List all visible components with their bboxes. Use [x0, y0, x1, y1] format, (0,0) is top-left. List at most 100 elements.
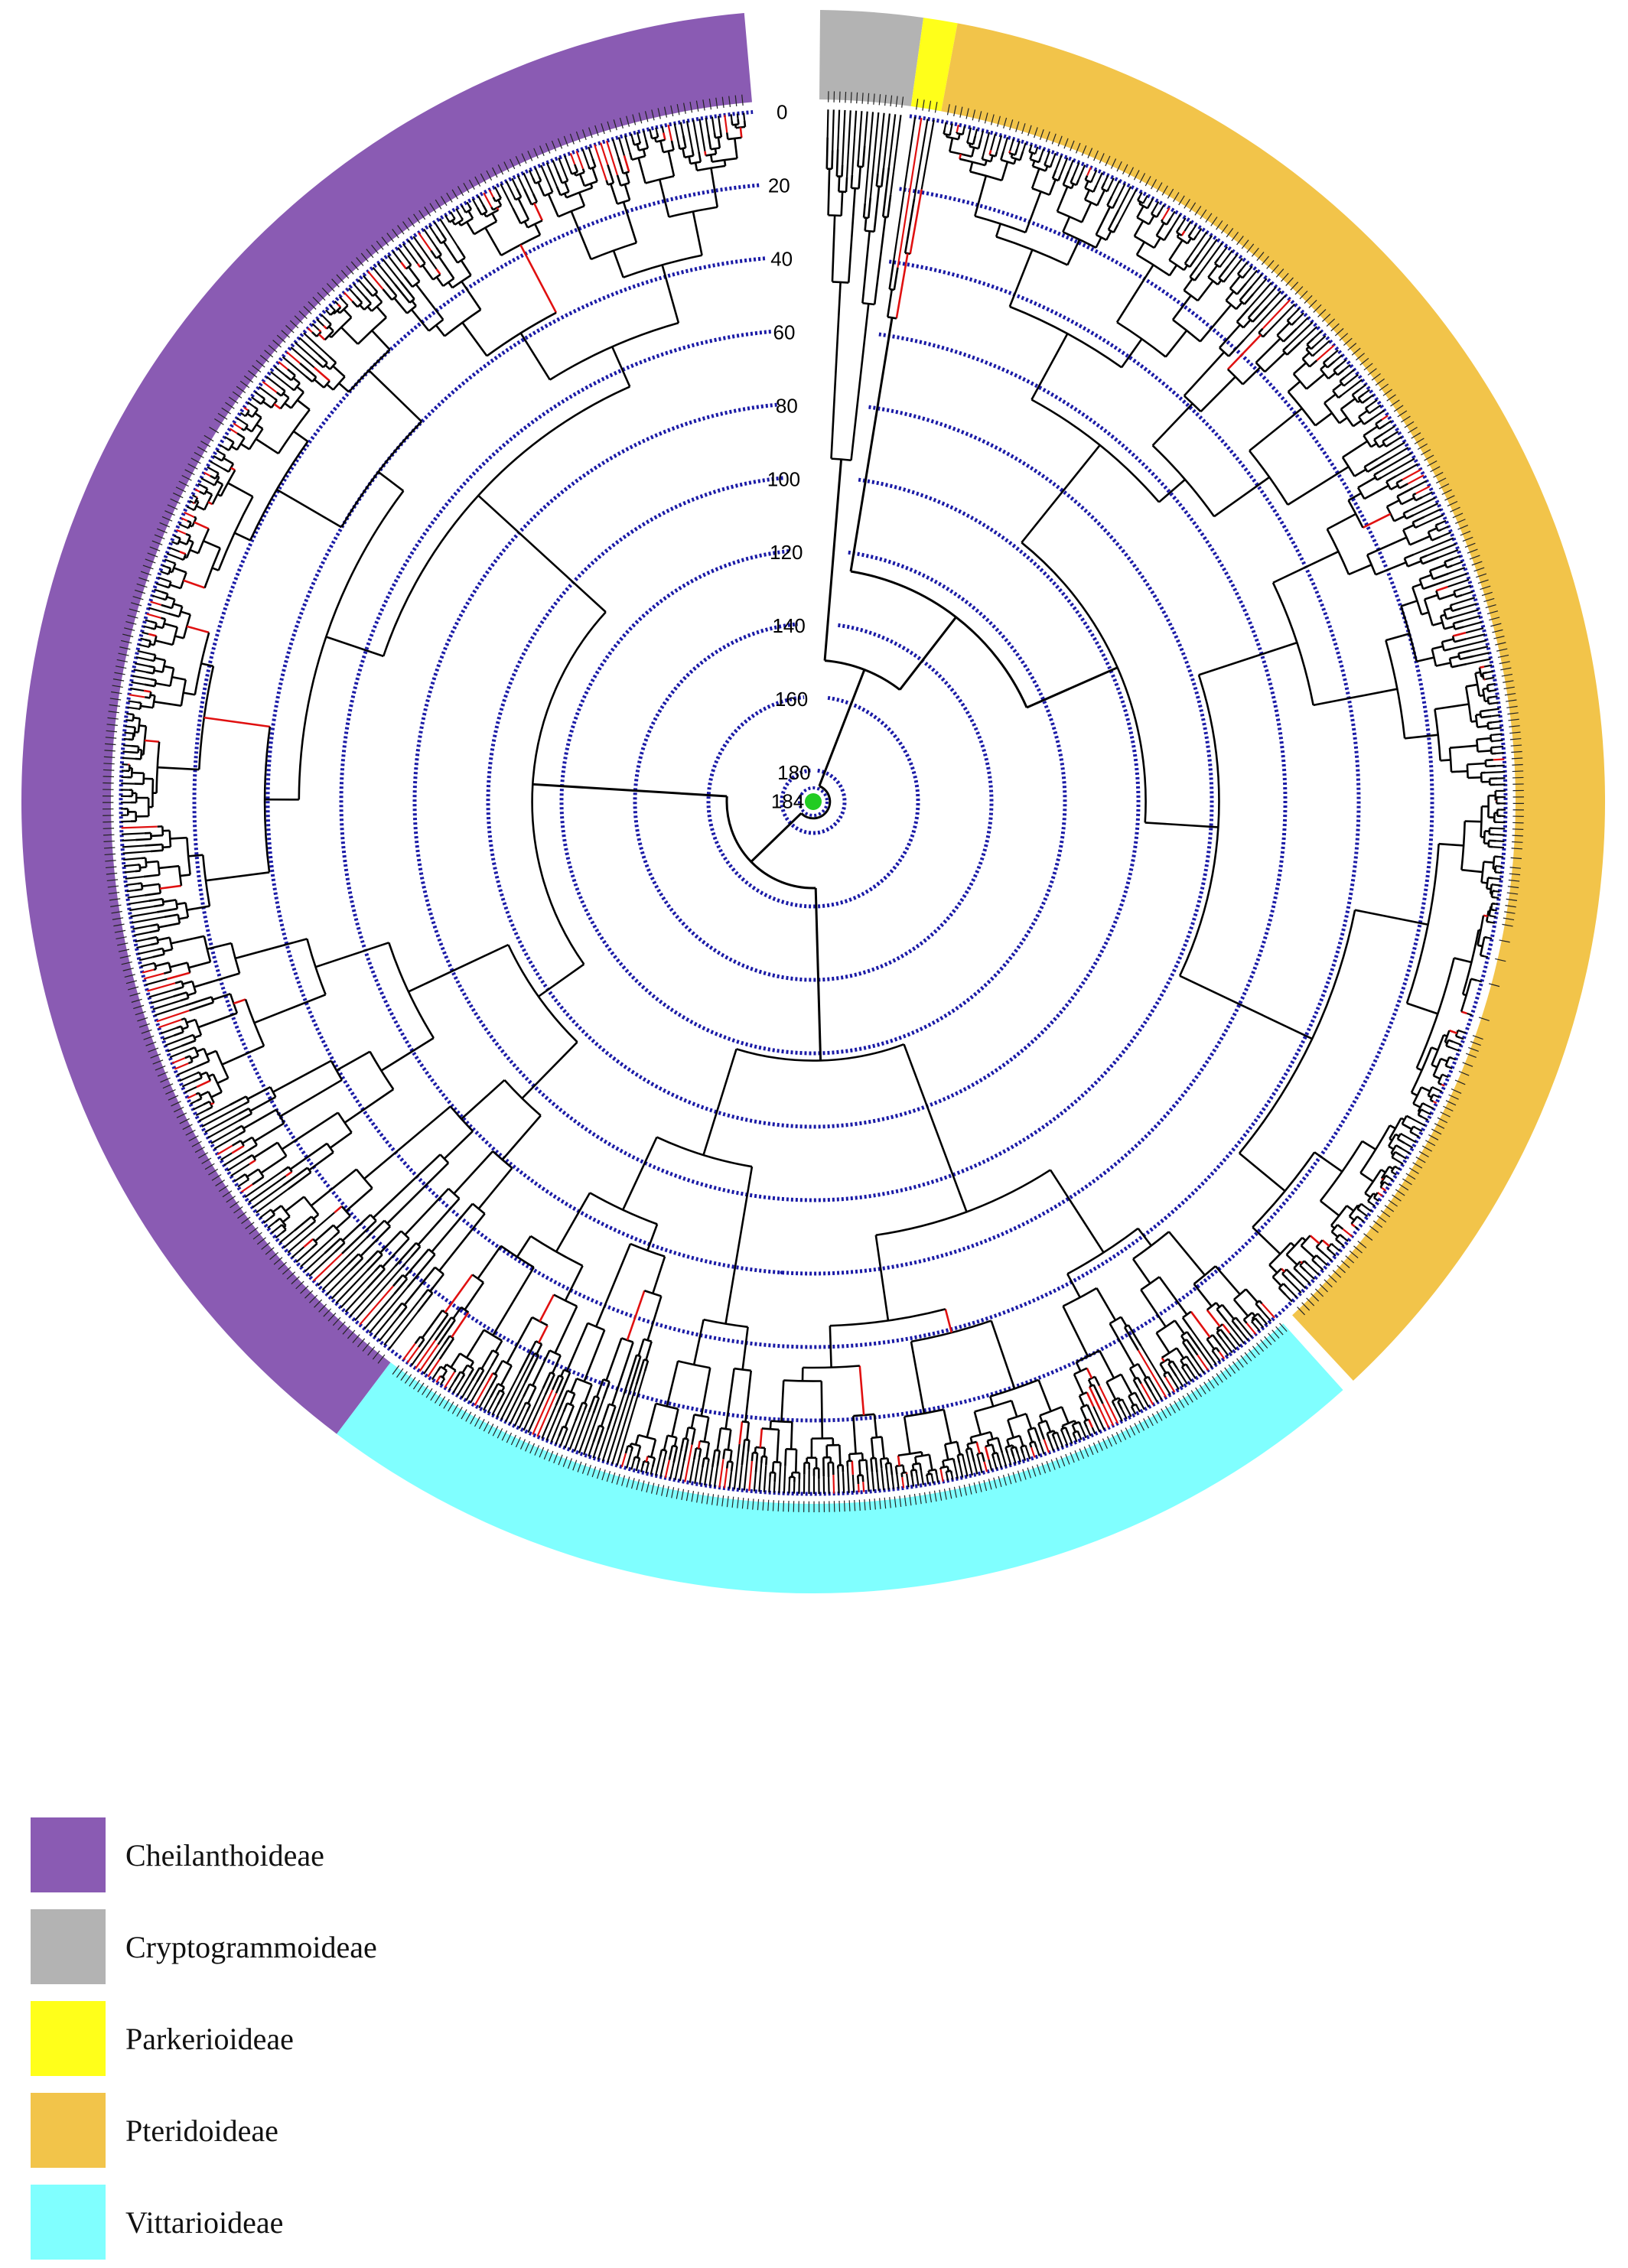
- branch: [1287, 1287, 1297, 1297]
- branch: [123, 745, 131, 746]
- branch: [890, 260, 894, 289]
- branch: [431, 251, 436, 259]
- branch: [182, 1082, 193, 1086]
- branch: [1184, 352, 1224, 395]
- branch: [672, 141, 674, 150]
- branch: [224, 1150, 249, 1166]
- branch: [702, 1368, 710, 1416]
- branch: [1312, 1260, 1317, 1264]
- branch: [340, 1271, 375, 1308]
- branch: [312, 1244, 317, 1248]
- branch: [492, 213, 497, 222]
- branch: [1358, 477, 1376, 487]
- branch: [1477, 738, 1490, 740]
- branch: [1439, 594, 1455, 600]
- branch: [275, 1219, 280, 1222]
- branch: [829, 169, 830, 216]
- branch: [141, 964, 152, 967]
- branch: [1089, 1420, 1092, 1427]
- branch: [731, 1462, 732, 1471]
- branch: [1046, 151, 1050, 161]
- branch: [211, 1130, 236, 1144]
- branch: [1010, 249, 1033, 306]
- branch: [1011, 1401, 1017, 1417]
- branch: [1357, 1216, 1361, 1219]
- branch: [175, 636, 184, 638]
- branch: [1144, 195, 1148, 202]
- branch: [1329, 350, 1338, 359]
- branch: [1025, 1446, 1026, 1448]
- branch: [709, 1467, 712, 1486]
- branch: [970, 162, 972, 172]
- branch: [274, 404, 280, 408]
- branch: [681, 1438, 683, 1450]
- branch: [1167, 218, 1171, 224]
- branch: [489, 1373, 493, 1381]
- branch: [517, 188, 522, 197]
- branch: [138, 651, 153, 655]
- branch: [694, 1319, 703, 1365]
- branch: [1433, 623, 1443, 626]
- branch: [405, 1249, 428, 1277]
- branch: [520, 245, 556, 313]
- branch: [730, 1450, 731, 1462]
- branch: [333, 366, 344, 376]
- branch: [907, 1474, 908, 1488]
- branch: [296, 1248, 312, 1262]
- branch: [462, 1375, 464, 1379]
- branch: [1138, 1398, 1144, 1410]
- branch: [339, 383, 349, 392]
- branch: [660, 1454, 666, 1477]
- branch: [243, 1137, 252, 1144]
- branch: [448, 282, 452, 288]
- branch: [389, 1312, 418, 1349]
- branch: [1234, 1300, 1248, 1316]
- branch: [340, 297, 347, 304]
- branch: [1291, 321, 1296, 325]
- branch: [1420, 575, 1431, 580]
- branch: [217, 1078, 228, 1083]
- branch: [653, 1257, 665, 1293]
- branch: [998, 1438, 1002, 1453]
- branch: [911, 1470, 912, 1476]
- branch: [588, 147, 592, 159]
- branch: [1351, 1224, 1354, 1226]
- branch: [954, 1463, 957, 1479]
- branch: [962, 1454, 963, 1456]
- branch: [1028, 1430, 1032, 1442]
- branch: [1487, 672, 1493, 673]
- branch: [366, 289, 373, 297]
- branch: [1149, 216, 1154, 224]
- branch: [985, 1462, 987, 1472]
- branch: [1040, 149, 1044, 158]
- branch: [1288, 467, 1348, 505]
- branch: [1031, 334, 1067, 399]
- branch: [1121, 1317, 1126, 1326]
- branch: [1492, 690, 1497, 691]
- branch: [299, 337, 318, 355]
- branch: [1396, 464, 1418, 477]
- branch: [1370, 405, 1381, 413]
- branch: [936, 1474, 938, 1482]
- branch: [1332, 1232, 1338, 1237]
- branch: [357, 297, 362, 303]
- branch: [930, 1455, 933, 1470]
- branch: [1285, 1295, 1292, 1302]
- branch: [1163, 208, 1170, 220]
- branch: [338, 304, 341, 307]
- branch: [1026, 191, 1041, 232]
- branch: [858, 1484, 859, 1492]
- branch: [497, 1391, 500, 1395]
- branch: [301, 1237, 334, 1267]
- branch: [135, 663, 148, 666]
- branch: [148, 608, 168, 614]
- branch: [1333, 1245, 1340, 1251]
- branch: [1107, 189, 1109, 191]
- branch: [436, 236, 441, 243]
- branch: [724, 115, 727, 132]
- branch: [1207, 1339, 1215, 1349]
- branch: [666, 1460, 669, 1479]
- branch: [579, 193, 584, 207]
- branch: [1089, 1387, 1100, 1409]
- branch: [718, 1428, 721, 1450]
